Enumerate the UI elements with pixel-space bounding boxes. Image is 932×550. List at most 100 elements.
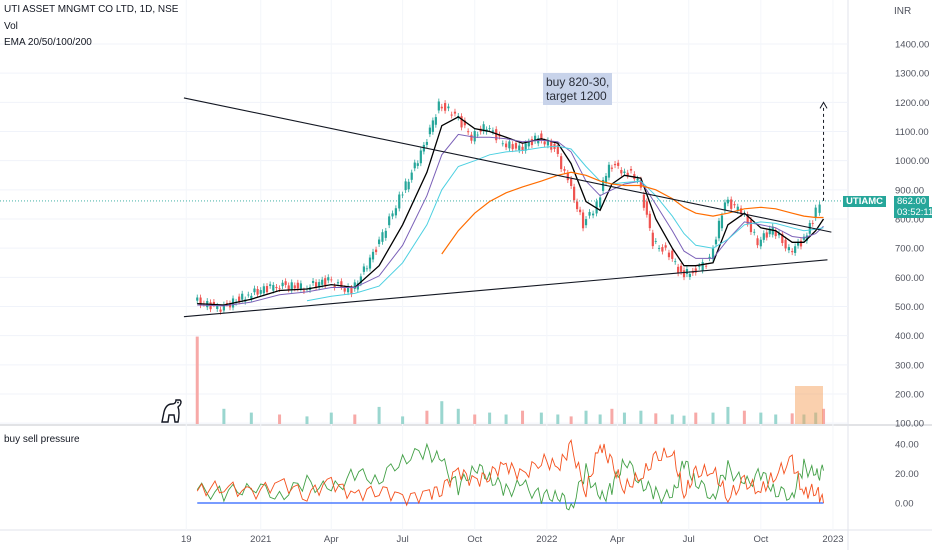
candle-body <box>626 172 629 176</box>
candle-body <box>330 279 333 281</box>
symbol-legend: UTI ASSET MNGMT CO LTD, 1D, NSE <box>4 4 179 15</box>
price-tick-label: 400.00 <box>895 331 924 342</box>
candle-body <box>694 268 697 273</box>
candle-body <box>698 265 701 267</box>
candle-body <box>463 120 466 126</box>
volume-bar <box>654 413 658 424</box>
candle-body <box>467 131 470 133</box>
candle-body <box>511 144 514 150</box>
candle-body <box>573 186 576 201</box>
candle-body <box>327 277 330 281</box>
candle-body <box>293 285 296 289</box>
candle-body <box>419 150 422 164</box>
candle-body <box>601 179 605 191</box>
candle-body <box>607 164 611 178</box>
candle-body <box>705 265 708 267</box>
candle-body <box>416 163 419 166</box>
time-tick-label: Jul <box>683 534 695 545</box>
candle-body <box>428 127 431 135</box>
candle-body <box>508 141 511 149</box>
candle-body <box>410 172 413 180</box>
indicator-legend: buy sell pressure <box>4 434 80 445</box>
price-tick-label: 600.00 <box>895 273 924 284</box>
volume-bar <box>759 412 763 424</box>
candle-body <box>476 134 479 136</box>
candle-body <box>540 133 543 141</box>
candle-body <box>368 257 372 269</box>
candle-body <box>241 293 244 300</box>
candle-body <box>196 297 199 301</box>
candle-body <box>281 282 284 287</box>
volume-bar <box>569 416 573 424</box>
price-tick-label: 200.00 <box>895 390 924 401</box>
candle-body <box>265 286 269 293</box>
candle-body <box>726 199 730 204</box>
time-tick-label: Apr <box>324 534 339 545</box>
volume-bar <box>222 408 226 424</box>
candle-body <box>784 239 787 249</box>
candle-body <box>290 282 293 290</box>
candle-body <box>413 162 416 169</box>
volume-bar <box>329 412 333 424</box>
trade-note-line1: buy 820-30, <box>546 75 610 89</box>
price-tick-label: 1100.00 <box>895 127 929 138</box>
candle-body <box>623 171 626 173</box>
candle-body <box>381 232 384 242</box>
candle-body <box>648 213 651 229</box>
indicator-tick-label: 20.00 <box>895 469 919 480</box>
candle-body <box>639 179 643 188</box>
candle-body <box>488 128 491 129</box>
candle-body <box>756 238 759 246</box>
candle-body <box>667 252 671 258</box>
candle-body <box>473 131 476 142</box>
candle-body <box>284 281 287 285</box>
candle-body <box>749 219 753 233</box>
candle-body <box>311 280 315 283</box>
candle-body <box>340 281 343 287</box>
candle-body <box>808 223 811 234</box>
candle-body <box>730 199 733 209</box>
candle-body <box>514 143 518 149</box>
candle-body <box>787 247 790 251</box>
candle-body <box>225 302 229 304</box>
candle-body <box>578 209 582 213</box>
trendline <box>183 259 828 318</box>
volume-bar <box>790 413 794 424</box>
volume-bar <box>694 412 698 424</box>
candle-body <box>460 116 463 128</box>
candle-body <box>720 215 724 229</box>
price-tick-label: 700.00 <box>895 244 924 255</box>
candle-body <box>362 266 366 272</box>
time-tick-label: 2021 <box>250 534 271 545</box>
candle-body <box>674 261 677 263</box>
volume-bar <box>670 414 674 424</box>
candle-body <box>818 204 821 213</box>
candle-body <box>434 117 437 125</box>
projection-arrowhead <box>819 101 828 109</box>
price-tick-label: 300.00 <box>895 360 924 371</box>
candle-body <box>374 249 378 253</box>
candle-body <box>575 201 579 210</box>
candle-body <box>388 216 391 226</box>
candle-body <box>774 230 777 237</box>
candle-body <box>682 270 686 278</box>
candle-body <box>642 194 645 208</box>
candle-body <box>524 143 527 151</box>
candle-body <box>398 194 401 209</box>
time-tick-label: Jul <box>397 534 409 545</box>
candle-body <box>814 207 817 218</box>
candle-body <box>321 279 324 285</box>
candle-body <box>318 282 321 288</box>
price-tick-label: 1200.00 <box>895 98 929 109</box>
candle-body <box>679 265 683 272</box>
candle-body <box>350 287 353 295</box>
candle-body <box>199 297 202 306</box>
volume-bar <box>742 410 746 424</box>
candle-body <box>563 169 566 171</box>
candle-body <box>591 213 595 216</box>
trade-note: buy 820-30, target 1200 <box>543 73 613 105</box>
candle-body <box>401 194 404 196</box>
candle-body <box>219 309 222 312</box>
volume-bar <box>425 410 429 424</box>
